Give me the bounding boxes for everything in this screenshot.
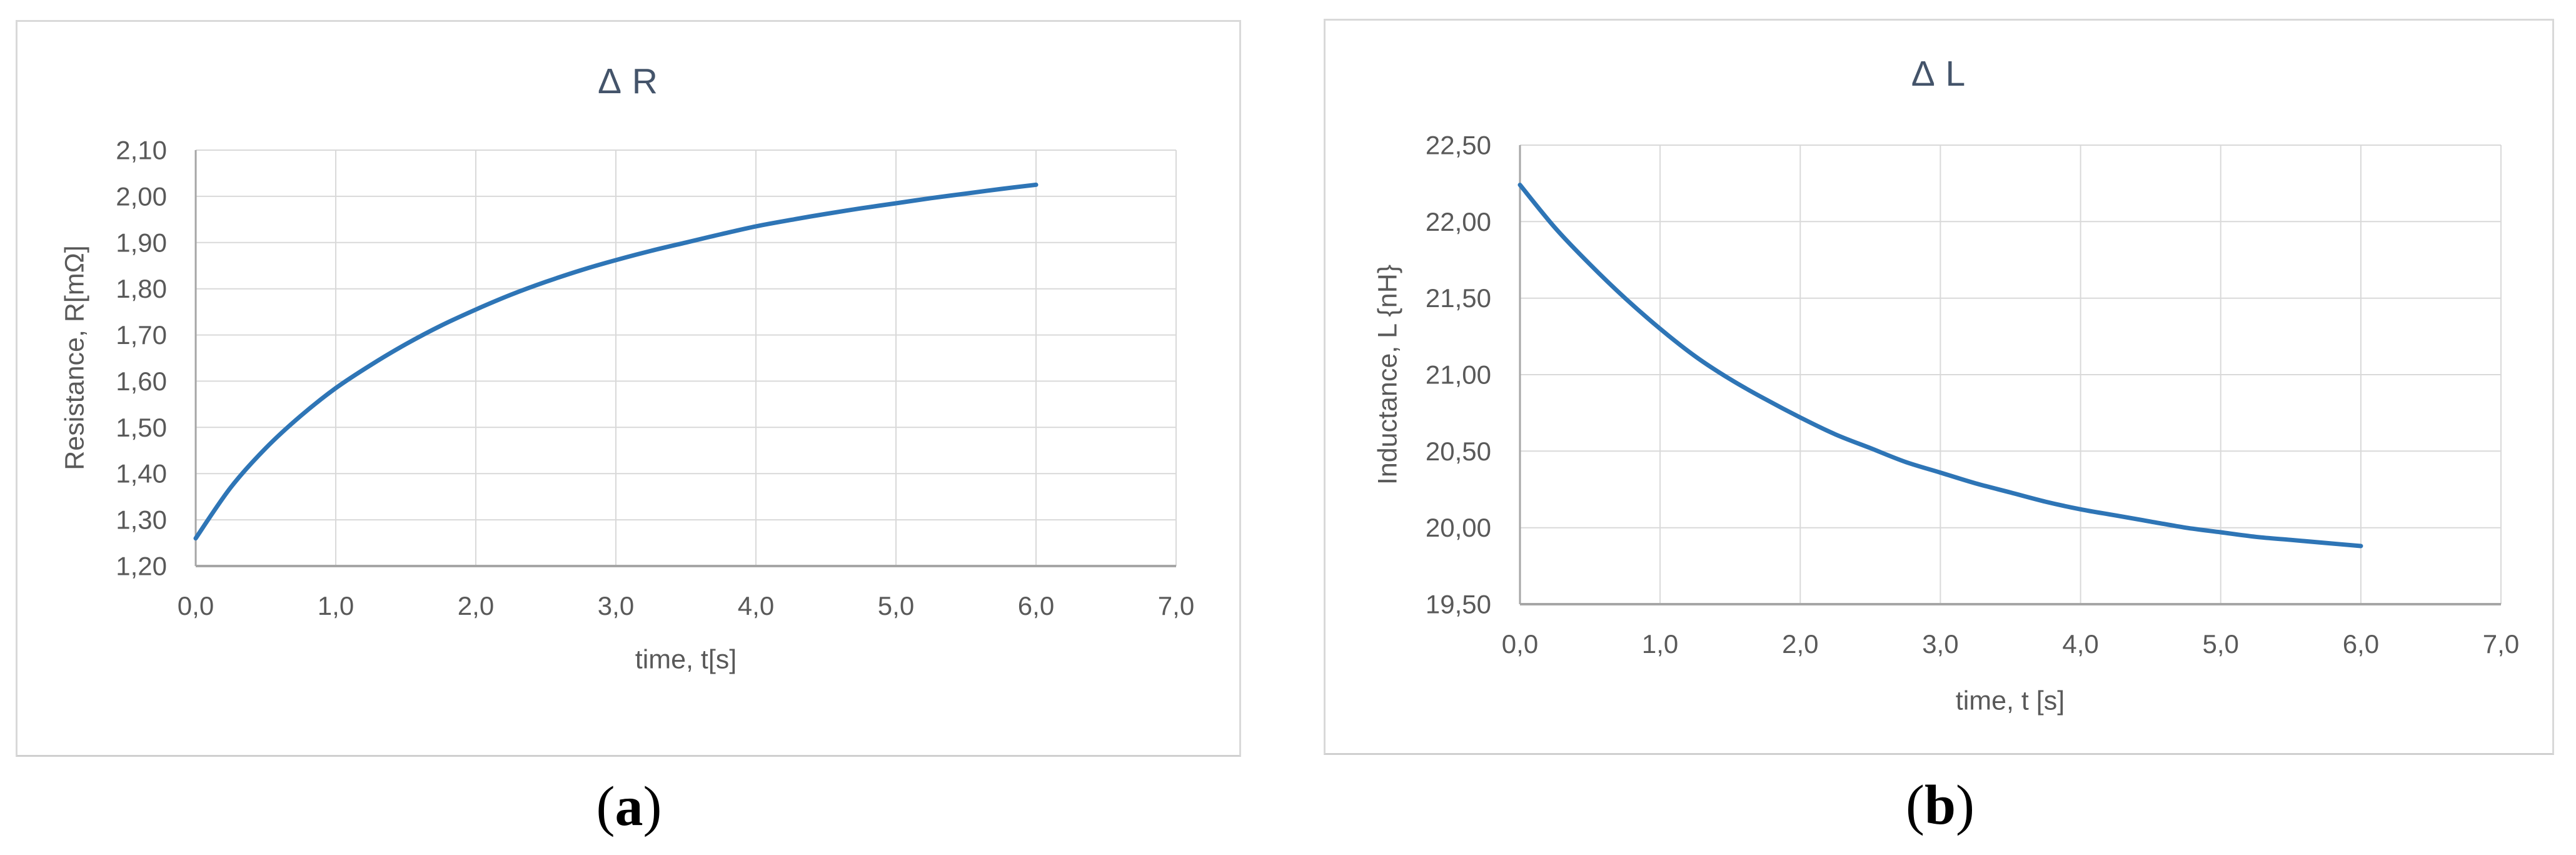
y-tick-label: 1,50 [116, 413, 167, 442]
y-tick-label: 22,50 [1426, 131, 1491, 160]
x-tick-label: 5,0 [2203, 629, 2239, 659]
y-tick-label: 2,00 [116, 181, 167, 211]
caption-b-close: ) [1956, 774, 1975, 836]
series-line [1517, 183, 2363, 549]
x-tick-label: 7,0 [2483, 629, 2519, 659]
y-tick-label: 20,00 [1426, 513, 1491, 542]
x-axis-title-a: time, t[s] [635, 644, 737, 675]
y-tick-label: 21,00 [1426, 360, 1491, 390]
caption-b-letter: b [1924, 774, 1956, 836]
y-tick-label: 22,00 [1426, 207, 1491, 236]
x-tick-label: 1,0 [1642, 629, 1678, 659]
x-tick-label: 1,0 [318, 591, 354, 620]
chart-title-a: Δ R [598, 61, 659, 101]
caption-b: (b) [1906, 773, 1975, 837]
y-tick-label: 1,80 [116, 274, 167, 303]
y-tick-label: 21,50 [1426, 283, 1491, 313]
x-tick-label: 6,0 [2343, 629, 2379, 659]
x-tick-label: 2,0 [458, 591, 494, 620]
x-tick-label: 7,0 [1158, 591, 1194, 620]
y-tick-label: 2,10 [116, 136, 167, 165]
chart-title-b: Δ L [1911, 54, 1967, 94]
y-tick-label: 1,90 [116, 228, 167, 257]
y-tick-label: 1,60 [116, 367, 167, 396]
x-axis-title-b: time, t [s] [1955, 686, 2065, 716]
y-tick-label: 20,50 [1426, 437, 1491, 466]
x-tick-label: 3,0 [1922, 629, 1958, 659]
x-tick-label: 2,0 [1782, 629, 1818, 659]
x-tick-label: 4,0 [2062, 629, 2098, 659]
figure-b-panel: 19,50 20,00 20,50 21,00 21,50 22,00 22,50 0,0 1,… [1324, 19, 2554, 755]
x-tick-label: 3,0 [598, 591, 634, 620]
y-axis-title-b: Inductance, L {nH} [1372, 264, 1403, 485]
line-chart-a: 1,20 1,30 1,40 1,50 1,60 1,70 1,80 1,90 2,00 2,10… [116, 136, 1194, 621]
caption-a-close: ) [643, 776, 662, 837]
y-tick-label: 19,50 [1426, 590, 1491, 619]
x-tick-label: 6,0 [1018, 591, 1054, 620]
caption-a-letter: a [615, 776, 643, 837]
line-chart-b: 19,50 20,00 20,50 21,00 21,50 22,00 22,50 0,0 1,… [1426, 131, 2519, 659]
y-axis-title-a: Resistance, R[mΩ] [59, 245, 90, 470]
x-tick-label: 5,0 [878, 591, 914, 620]
x-tick-label: 0,0 [1502, 629, 1538, 659]
y-tick-label: 1,30 [116, 505, 167, 535]
figure-a-panel: 1,20 1,30 1,40 1,50 1,60 1,70 1,80 1,90 2,00 2,10… [16, 20, 1241, 757]
series-line [193, 182, 1039, 541]
y-tick-label: 1,70 [116, 320, 167, 350]
y-tick-label: 1,20 [116, 552, 167, 581]
x-tick-label: 0,0 [178, 591, 214, 620]
x-tick-label: 4,0 [738, 591, 774, 620]
caption-a-open: ( [596, 776, 615, 837]
caption-a: (a) [596, 774, 662, 839]
y-tick-label: 1,40 [116, 459, 167, 488]
caption-b-open: ( [1905, 774, 1924, 836]
